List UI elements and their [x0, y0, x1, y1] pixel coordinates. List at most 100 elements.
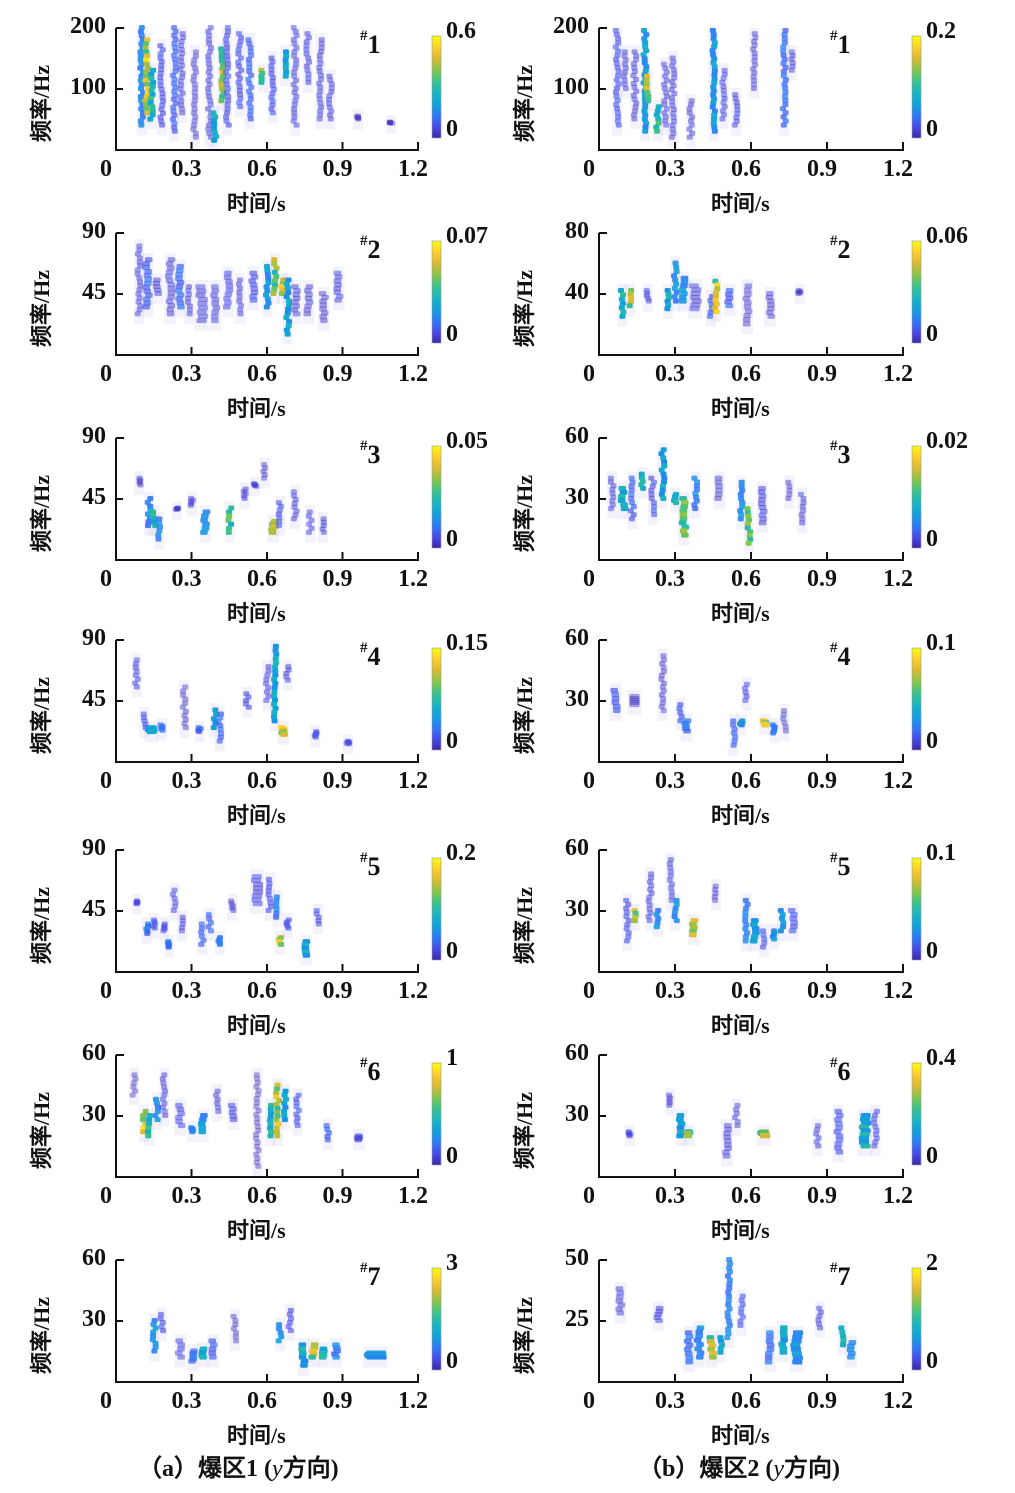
x-tick-label: 0.3: [655, 768, 685, 794]
spectrogram-cell: [766, 298, 775, 304]
ridge-trace: [197, 1342, 209, 1368]
spectrogram-cell: [251, 482, 258, 488]
y-axis-label: 频率/Hz: [512, 1297, 537, 1374]
spectrogram-cell: [631, 918, 638, 924]
spectrogram-cell: [671, 273, 678, 279]
spectrogram-cell: [185, 288, 192, 294]
ridge-trace: [617, 481, 629, 519]
spectrogram-cell: [177, 54, 184, 60]
ridge-trace: [756, 481, 769, 534]
spectrogram-cell: [721, 92, 728, 98]
ridge-trace: [134, 471, 145, 496]
spectrogram-cell: [679, 496, 687, 501]
spectrogram-cell: [294, 1123, 301, 1129]
spectrogram-cell: [135, 299, 142, 305]
spectrogram-cell: [624, 922, 631, 928]
spectrogram-cell: [817, 1309, 824, 1315]
ridge-trace: [363, 1346, 388, 1368]
x-tick-label: 1.2: [398, 1183, 428, 1209]
spectrogram-cell: [271, 685, 278, 691]
spectrogram-cell: [668, 889, 675, 895]
spectrogram-cell: [235, 71, 242, 77]
spectrogram-cell: [715, 487, 723, 493]
spectrogram-cell: [247, 116, 254, 122]
spectrogram-cell: [620, 506, 629, 512]
spectrogram-cell: [798, 512, 805, 518]
spectrogram-cell: [724, 1142, 732, 1148]
spectrogram-cell: [283, 327, 290, 333]
spectrogram-cell: [305, 513, 312, 519]
spectrogram-cell: [155, 532, 162, 538]
spectrogram-cell: [752, 930, 760, 936]
spectrogram-cell: [767, 302, 775, 308]
spectrogram-cell: [645, 98, 652, 104]
panel-id-label: #3: [360, 438, 381, 470]
ridge-trace: [164, 934, 175, 958]
spectrogram-cell: [621, 69, 628, 75]
spectrogram-cell: [303, 47, 310, 53]
spectrogram-cell: [187, 502, 194, 508]
spectrogram-panel-a-2: 45 90 0 0.3 0.6 0.9 1.2 时间/s 频率/Hz #2 0.07 0: [0, 205, 500, 421]
spectrogram-cell: [860, 1116, 871, 1122]
spectrogram-cell: [285, 298, 292, 304]
spectrogram-cell: [649, 483, 656, 489]
spectrogram-cell: [305, 71, 312, 77]
spectrogram-cell: [752, 62, 759, 68]
spectrogram-cell: [215, 1108, 222, 1114]
spectrogram-cell: [150, 1329, 157, 1335]
spectrogram-cell: [249, 293, 257, 299]
ridge-trace: [624, 283, 635, 316]
ridge-trace: [144, 720, 159, 742]
spectrogram-cell: [685, 1359, 693, 1365]
spectrogram-cell: [305, 35, 312, 41]
spectrogram-cell: [278, 291, 285, 296]
spectrogram-cell: [175, 1338, 184, 1344]
spectrogram-cell: [751, 926, 760, 932]
spectrogram-cell: [167, 286, 176, 292]
spectrogram-cell: [780, 106, 787, 112]
spectrogram-cell: [325, 100, 332, 106]
colorbar-max-label: 0.1: [926, 630, 956, 656]
spectrogram-cell: [304, 67, 311, 73]
spectrogram-cell: [185, 284, 192, 290]
spectrogram-cell: [744, 283, 753, 289]
ridge-trace: [627, 689, 642, 715]
spectrogram-cell: [222, 69, 229, 75]
colorbar: [911, 857, 922, 961]
spectrogram-cell: [731, 1115, 738, 1121]
spectrogram-cell: [269, 102, 276, 108]
spectrogram-cell: [246, 60, 253, 66]
spectrogram-cell: [205, 924, 212, 930]
colorbar-min-label: 0: [926, 1348, 938, 1374]
spectrogram-cell: [151, 1318, 158, 1323]
spectrogram-cell: [171, 112, 178, 118]
spectrogram-cell: [835, 1133, 844, 1139]
spectrogram-cell: [191, 98, 198, 104]
spectrogram-cell: [293, 33, 300, 39]
spectrogram-cell: [228, 900, 235, 906]
colorbar-min-label: 0: [926, 1143, 938, 1169]
spectrogram-cell: [661, 110, 668, 116]
spectrogram-cell: [224, 25, 231, 30]
spectrogram-cell: [679, 528, 688, 534]
spectrogram-cell: [630, 92, 637, 98]
ridge-trace: [741, 677, 752, 711]
spectrogram-cell: [353, 114, 360, 120]
spectrogram-cell: [293, 1111, 300, 1117]
spectrogram-cell: [199, 1354, 207, 1360]
spectrogram-cell: [742, 910, 749, 916]
spectrogram-cell: [161, 1108, 168, 1114]
spectrogram-cell: [206, 81, 213, 87]
spectrogram-cell: [236, 43, 243, 49]
colorbar-max-label: 0.2: [926, 18, 956, 44]
ridge-trace: [141, 917, 152, 944]
spectrogram-cell: [166, 311, 175, 317]
spectrogram-cell: [671, 71, 678, 77]
spectrogram-cell: [689, 306, 700, 312]
spectrogram-cell: [641, 116, 648, 122]
spectrogram-cell: [673, 901, 680, 907]
spectrogram-cell: [710, 60, 717, 66]
spectrogram-cell: [685, 1342, 694, 1348]
spectrogram-cell: [744, 308, 753, 314]
colorbar-max-label: 0.2: [446, 840, 476, 866]
